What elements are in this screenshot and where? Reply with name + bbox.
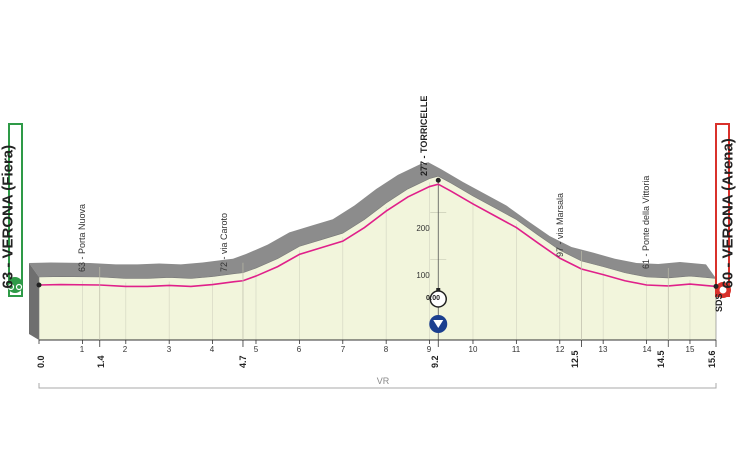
km-tick-label: 14 [642,345,652,354]
finish-point [713,283,719,289]
profile-side-band [29,162,716,279]
km-tick-label: 10 [468,345,478,354]
region-bracket-line [38,383,717,389]
km-tick-label: 3 [166,345,172,354]
time-check-label: 0:00 [425,295,440,302]
altitude-tick-label: 100 [416,271,430,280]
km-tick-label: 4 [209,345,215,354]
summit-point [435,177,441,183]
summit-label: 277 - TORRICELLE [419,95,429,176]
km-key-label: 1.4 [96,355,106,368]
km-key-label: 15.6 [707,350,717,368]
road-line [38,183,717,288]
start-point [36,282,42,288]
profile-gridlines [82,180,691,340]
km-axis [38,250,717,347]
km-tick-label: 5 [253,345,259,354]
triangle-down-icon [433,320,444,328]
km-tick-label: 2 [122,345,128,354]
profile-area [38,175,717,341]
km-tick-label: 9 [426,345,432,354]
km-tick-label: 15 [685,345,695,354]
start-bar [8,123,23,297]
road-path [38,183,717,288]
finish-flag-icon [719,286,727,294]
km-tick-label: 12 [555,345,565,354]
profile-side-shading [29,162,716,340]
finish-marker-label: SDS [714,293,724,312]
profile-icons [7,177,731,333]
km-key-label: 4.7 [238,355,248,368]
km-tick-label: 11 [511,345,521,354]
km-key-label: 0.0 [36,355,46,368]
bike-wheel-icon [15,283,23,291]
finish-label: 60 - VERONA (Arena) [719,138,737,289]
altitude-tick-label: 200 [416,224,430,233]
km-key-label: 9.2 [430,355,440,368]
profile-side-left [29,263,39,340]
km-tick-label: 1 [79,345,85,354]
km-tick-label: 8 [383,345,389,354]
waypoint-label: 72 - via Caroto [219,212,229,272]
region-bracket [38,383,717,389]
waypoint-label: 63 - Porta Nuova [77,203,87,272]
start-label: 63 - VERONA (Fiera) [0,144,17,289]
km-tick-label: 13 [598,345,608,354]
km-key-label: 12.5 [570,350,580,368]
waypoint-label: 97 - via Marsala [555,192,565,257]
km-tick-label: 6 [296,345,302,354]
profile-face [38,175,717,341]
waypoint-label: 61 - Ponte della Vittoria [641,175,651,269]
bike-wheel-icon [7,283,15,291]
km-tick-label: 7 [340,345,346,354]
km-key-label: 14.5 [656,350,666,368]
stopwatch-crown-icon [436,288,441,291]
region-label: VR [376,376,390,386]
